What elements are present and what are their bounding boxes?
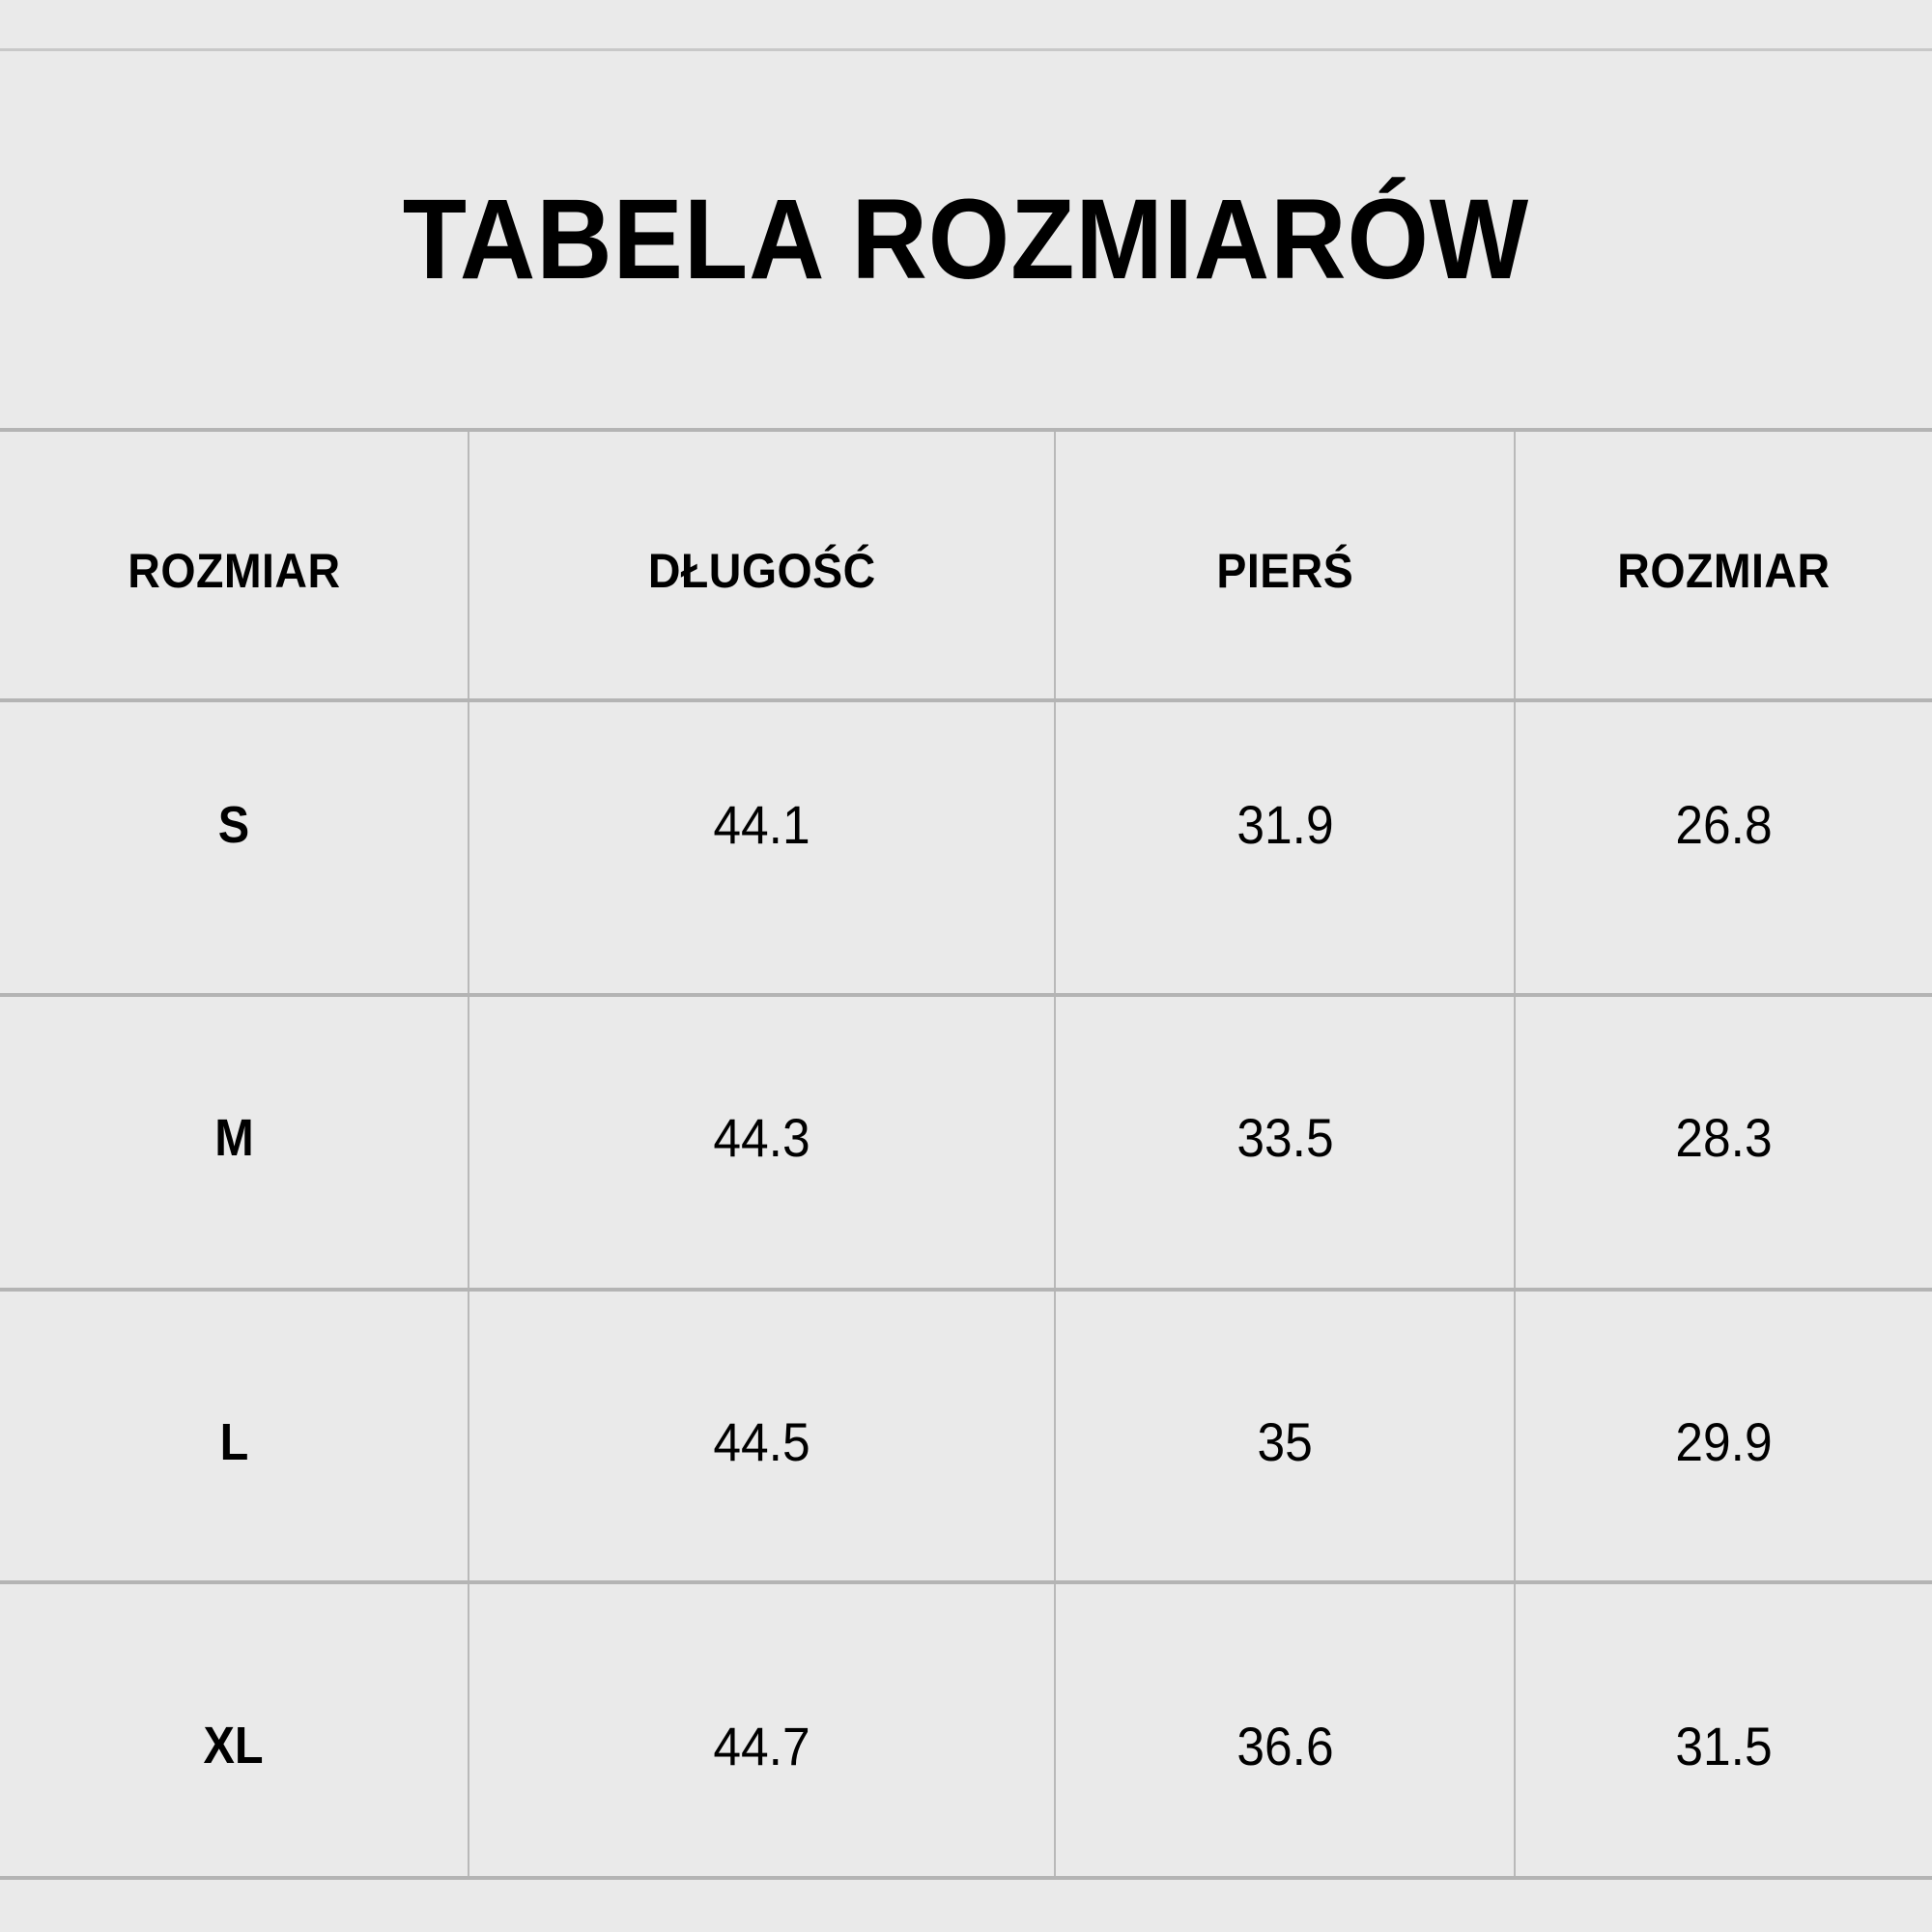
cell-piers: 36.6 <box>1055 1582 1516 1880</box>
cell-dlugosc: 44.1 <box>469 700 1056 997</box>
table-header: ROZMIAR DŁUGOŚĆ PIERŚ ROZMIAR <box>0 428 1932 702</box>
column-header-rozmiar-label: ROZMIAR <box>127 544 341 598</box>
cell-piers-value: 33.5 <box>1236 1107 1334 1168</box>
cell-dlugosc: 44.3 <box>469 995 1056 1292</box>
cell-dlugosc: 44.5 <box>469 1290 1056 1584</box>
column-header-piers-label: PIERŚ <box>1216 544 1353 598</box>
cell-piers: 31.9 <box>1055 700 1516 997</box>
cell-size: XL <box>0 1582 469 1880</box>
column-header-rozmiar: ROZMIAR <box>0 428 469 702</box>
column-header-piers: PIERŚ <box>1055 428 1516 702</box>
cell-size-value: L <box>219 1412 248 1471</box>
cell-size: S <box>0 700 469 997</box>
cell-size-value: S <box>217 795 250 854</box>
cell-rozmiar: 26.8 <box>1515 700 1932 997</box>
top-divider <box>0 48 1932 51</box>
cell-rozmiar-value: 26.8 <box>1675 794 1773 855</box>
column-header-rozmiar-2-label: ROZMIAR <box>1617 544 1831 598</box>
table-body: S 44.1 31.9 26.8 M <box>0 700 1932 1880</box>
table-row: M 44.3 33.5 28.3 <box>0 995 1932 1292</box>
cell-size: M <box>0 995 469 1292</box>
cell-dlugosc-value: 44.5 <box>713 1411 810 1472</box>
cell-rozmiar: 28.3 <box>1515 995 1932 1292</box>
column-header-dlugosc-label: DŁUGOŚĆ <box>647 544 876 598</box>
cell-rozmiar-value: 29.9 <box>1675 1411 1773 1472</box>
table-row: XL 44.7 36.6 31.5 <box>0 1582 1932 1880</box>
cell-piers-value: 35 <box>1257 1411 1313 1472</box>
cell-piers: 33.5 <box>1055 995 1516 1292</box>
size-table: ROZMIAR DŁUGOŚĆ PIERŚ ROZMIAR S <box>0 428 1932 1880</box>
title-band: TABELA ROZMIARÓW <box>0 51 1932 428</box>
cell-dlugosc: 44.7 <box>469 1582 1056 1880</box>
cell-dlugosc-value: 44.3 <box>713 1107 810 1168</box>
cell-piers-value: 36.6 <box>1236 1715 1334 1776</box>
cell-piers: 35 <box>1055 1290 1516 1584</box>
cell-size-value: XL <box>203 1717 265 1775</box>
cell-piers-value: 31.9 <box>1236 794 1334 855</box>
page-title: TABELA ROZMIARÓW <box>402 176 1530 303</box>
cell-size-value: M <box>213 1108 254 1167</box>
column-header-dlugosc: DŁUGOŚĆ <box>469 428 1056 702</box>
cell-size: L <box>0 1290 469 1584</box>
cell-dlugosc-value: 44.1 <box>713 794 810 855</box>
cell-rozmiar: 31.5 <box>1515 1582 1932 1880</box>
column-header-rozmiar-2: ROZMIAR <box>1515 428 1932 702</box>
table-row: S 44.1 31.9 26.8 <box>0 700 1932 997</box>
table-row: L 44.5 35 29.9 <box>0 1290 1932 1584</box>
cell-rozmiar-value: 31.5 <box>1675 1715 1773 1776</box>
cell-rozmiar: 29.9 <box>1515 1290 1932 1584</box>
table-header-row: ROZMIAR DŁUGOŚĆ PIERŚ ROZMIAR <box>0 428 1932 702</box>
cell-dlugosc-value: 44.7 <box>713 1715 810 1776</box>
cell-rozmiar-value: 28.3 <box>1675 1107 1773 1168</box>
